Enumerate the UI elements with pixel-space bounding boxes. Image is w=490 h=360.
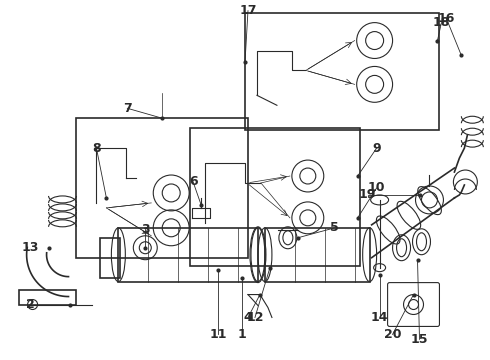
Bar xyxy=(190,128,360,266)
Text: 7: 7 xyxy=(123,102,132,115)
Text: 16: 16 xyxy=(438,12,455,25)
Text: 20: 20 xyxy=(384,328,401,341)
Text: 18: 18 xyxy=(433,16,450,29)
Text: 14: 14 xyxy=(371,311,389,324)
Text: 1: 1 xyxy=(238,328,246,341)
Text: 2: 2 xyxy=(26,298,35,311)
Text: 4: 4 xyxy=(244,311,252,324)
Bar xyxy=(76,118,248,258)
Text: 9: 9 xyxy=(372,141,381,155)
Text: 12: 12 xyxy=(246,311,264,324)
Text: 6: 6 xyxy=(189,175,197,189)
Bar xyxy=(119,228,258,282)
Text: 8: 8 xyxy=(92,141,101,155)
Text: 19: 19 xyxy=(359,188,376,202)
Text: 17: 17 xyxy=(239,4,257,17)
Text: 13: 13 xyxy=(22,241,39,254)
Bar xyxy=(245,13,440,130)
Text: 11: 11 xyxy=(209,328,227,341)
Text: 10: 10 xyxy=(368,181,385,194)
Text: 15: 15 xyxy=(411,333,428,346)
Text: 3: 3 xyxy=(141,223,149,236)
Bar xyxy=(265,228,369,282)
Text: 5: 5 xyxy=(330,221,339,234)
